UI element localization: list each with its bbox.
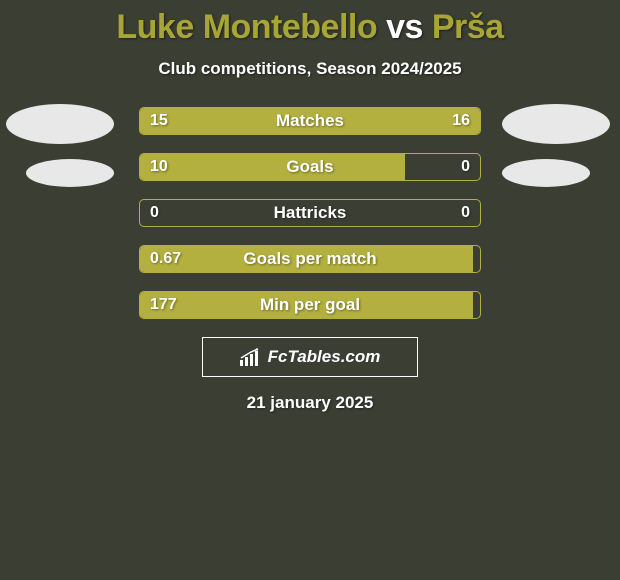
logo-text: FcTables.com [268, 347, 381, 367]
infographic-container: Luke Montebello vs Prša Club competition… [0, 0, 620, 580]
player2-avatar [502, 104, 610, 144]
chart-icon [240, 348, 262, 366]
stat-right-value: 0 [461, 154, 470, 180]
stats-area: 15Matches1610Goals00Hattricks00.67Goals … [0, 107, 620, 319]
stat-row: 15Matches16 [139, 107, 481, 135]
subtitle: Club competitions, Season 2024/2025 [0, 59, 620, 79]
player1-avatar [6, 104, 114, 144]
stat-label: Goals [140, 154, 480, 180]
title: Luke Montebello vs Prša [0, 0, 620, 47]
date: 21 january 2025 [0, 393, 620, 413]
player2-name: Prša [432, 8, 504, 46]
player1-avatar-shadow [26, 159, 114, 187]
stat-label: Matches [140, 108, 480, 134]
vs-text: vs [386, 8, 423, 46]
stat-row: 177Min per goal [139, 291, 481, 319]
logo-box: FcTables.com [202, 337, 418, 377]
stat-row: 0.67Goals per match [139, 245, 481, 273]
stat-label: Hattricks [140, 200, 480, 226]
stat-right-value: 0 [461, 200, 470, 226]
stat-right-value: 16 [452, 108, 470, 134]
stat-label: Min per goal [140, 292, 480, 318]
stat-row: 10Goals0 [139, 153, 481, 181]
player2-avatar-shadow [502, 159, 590, 187]
player1-name: Luke Montebello [116, 8, 377, 46]
stat-label: Goals per match [140, 246, 480, 272]
stat-row: 0Hattricks0 [139, 199, 481, 227]
